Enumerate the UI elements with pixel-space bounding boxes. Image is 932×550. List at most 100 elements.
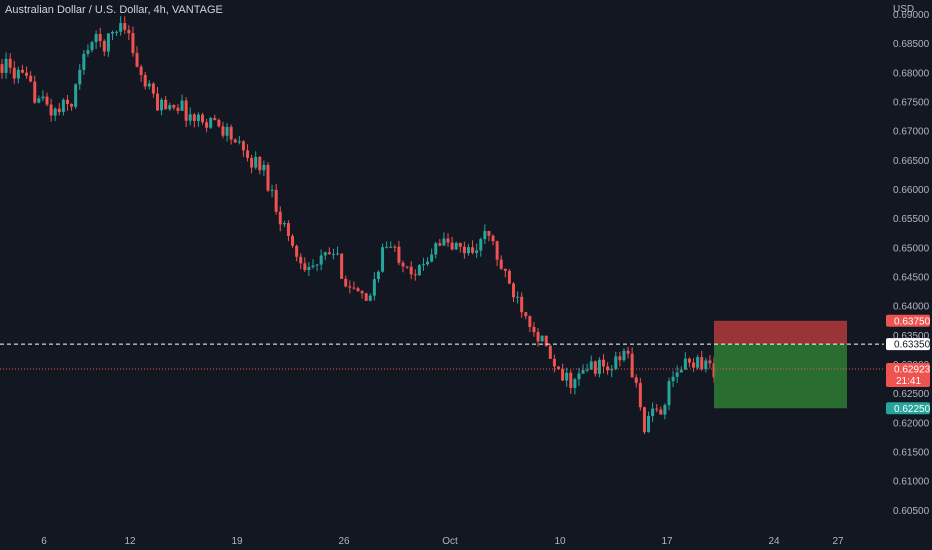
candle-body	[663, 405, 667, 415]
candle-body	[262, 164, 266, 171]
candle-body	[307, 266, 311, 271]
candle-body	[671, 376, 675, 382]
candle-body	[417, 265, 421, 276]
candle-body	[143, 74, 147, 87]
candle-body	[606, 366, 610, 371]
candle-body	[25, 72, 29, 76]
candle-body	[299, 256, 303, 264]
candle-body	[421, 264, 425, 266]
candle-body	[213, 118, 217, 120]
candle-body	[679, 369, 683, 373]
x-tick-label: Oct	[442, 536, 458, 547]
y-tick-label: 0.66500	[893, 156, 930, 167]
candle-body	[123, 23, 127, 30]
candle-body	[12, 67, 16, 79]
candle-body	[233, 139, 237, 143]
candle-body	[188, 114, 192, 121]
candle-body	[581, 370, 585, 374]
take-profit-zone[interactable]	[714, 344, 847, 409]
y-tick-label: 0.68500	[893, 39, 930, 50]
candle-body	[524, 312, 528, 317]
candle-body	[692, 362, 696, 368]
candle-body	[458, 242, 462, 247]
candle-body	[53, 108, 57, 116]
candle-body	[401, 262, 405, 267]
candle-body	[642, 407, 646, 433]
candle-body	[430, 254, 434, 262]
candle-body	[74, 84, 78, 107]
candle-body	[442, 238, 446, 246]
candle-body	[291, 236, 295, 246]
candle-body	[160, 99, 164, 111]
candle-body	[315, 264, 319, 266]
candle-body	[479, 239, 483, 251]
candle-body	[471, 247, 475, 253]
candle-countdown: 21:41	[896, 376, 921, 387]
candle-body	[675, 372, 679, 377]
candle-body	[499, 259, 503, 269]
candle-body	[29, 75, 33, 82]
y-tick-label: 0.68000	[893, 68, 930, 79]
candle-body	[246, 150, 250, 158]
candle-body	[57, 108, 61, 113]
candle-body	[516, 296, 520, 298]
x-tick-label: 19	[231, 536, 243, 547]
candle-body	[49, 104, 53, 116]
candle-body	[462, 246, 466, 254]
candle-body	[16, 69, 20, 79]
candle-body	[274, 189, 278, 212]
stop-price-tag: 0.63750	[894, 316, 931, 327]
candle-body	[655, 408, 659, 410]
candle-body	[614, 356, 618, 370]
candle-body	[434, 243, 438, 255]
candle-body	[102, 40, 106, 52]
candle-body	[544, 335, 548, 346]
y-tick-label: 0.69000	[893, 10, 930, 21]
candle-body	[687, 358, 691, 363]
candle-body	[610, 369, 614, 371]
candle-body	[94, 34, 98, 43]
candle-body	[151, 83, 155, 94]
candle-body	[630, 353, 634, 378]
candle-body	[413, 274, 417, 276]
candle-body	[708, 360, 712, 364]
candle-body	[491, 235, 495, 242]
candle-body	[209, 118, 213, 128]
candle-body	[155, 93, 159, 111]
candle-body	[127, 29, 131, 34]
x-tick-label: 6	[41, 536, 47, 547]
candle-body	[33, 81, 37, 103]
candle-body	[0, 64, 4, 73]
candle-body	[438, 243, 442, 246]
x-tick-label: 27	[832, 536, 844, 547]
y-tick-label: 0.62500	[893, 389, 930, 400]
candle-body	[319, 255, 323, 265]
candle-body	[250, 157, 254, 168]
candle-body	[323, 252, 327, 256]
candle-body	[647, 415, 651, 433]
candle-body	[667, 381, 671, 406]
stop-loss-zone[interactable]	[714, 320, 847, 345]
candle-body	[381, 247, 385, 272]
candle-body	[70, 103, 74, 107]
candle-body	[115, 31, 119, 33]
candle-body	[364, 293, 368, 301]
candle-body	[147, 83, 151, 87]
y-axis-unit-label: USD	[893, 4, 914, 15]
candle-body	[8, 58, 12, 68]
candle-body	[327, 252, 331, 255]
candle-body	[340, 253, 344, 279]
candle-body	[172, 105, 176, 108]
candle-body	[618, 356, 622, 361]
candle-body	[389, 246, 393, 248]
candle-body	[659, 409, 663, 415]
candle-body	[683, 358, 687, 370]
candle-body	[704, 360, 708, 370]
candle-body	[205, 122, 209, 128]
candle-body	[426, 261, 430, 265]
candle-body	[511, 283, 515, 298]
candle-body	[41, 96, 45, 99]
candle-body	[295, 245, 299, 257]
candle-body	[180, 100, 184, 111]
